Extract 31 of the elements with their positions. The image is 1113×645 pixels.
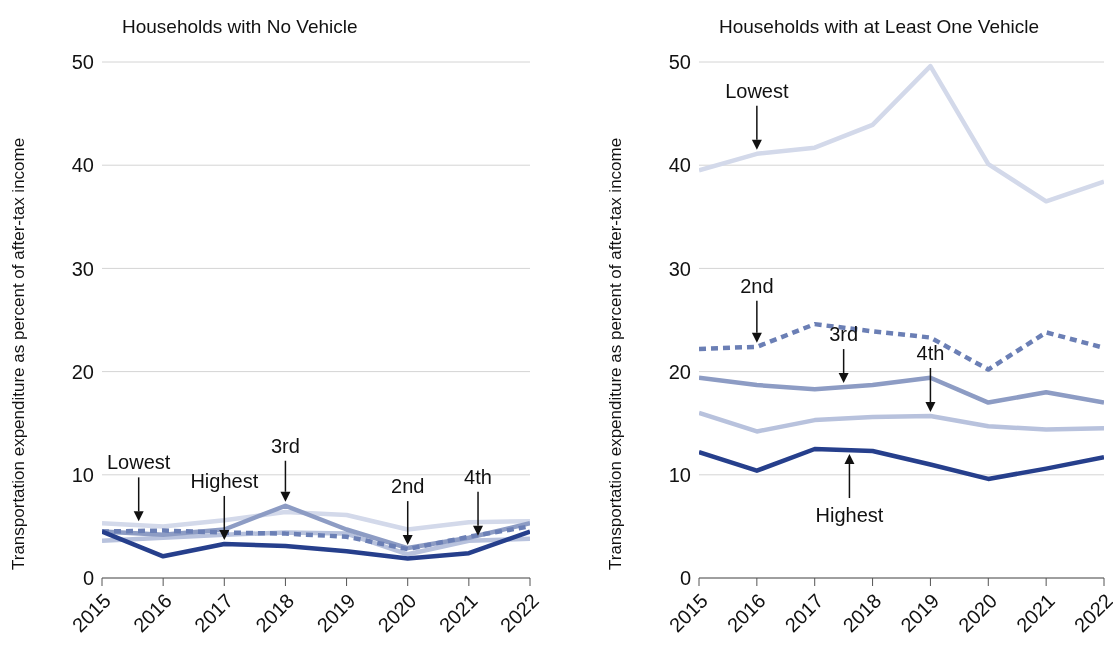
line-series: [699, 63, 1104, 204]
y-tick-label: 50: [668, 51, 691, 74]
y-tick-label: 20: [71, 360, 94, 383]
line-series: [699, 375, 1104, 405]
annotation: Highest: [815, 504, 884, 527]
annotation: Lowest: [107, 451, 171, 474]
y-axis-title: Transportation expenditure as percent of after-tax income: [9, 137, 29, 570]
annotation: Highest: [190, 469, 259, 492]
annotation: 2nd: [391, 475, 425, 498]
y-tick-label: 50: [71, 51, 94, 74]
chart-title: Households with No Vehicle: [122, 16, 358, 38]
line-series: [699, 446, 1104, 482]
annotation: 2nd: [740, 274, 774, 297]
annotation: 3rd: [829, 323, 859, 346]
annotation: 4th: [916, 341, 945, 364]
annotation: 4th: [464, 465, 492, 488]
y-tick-label: 30: [668, 257, 691, 280]
line-series: [102, 509, 530, 532]
y-tick-label: 40: [71, 154, 94, 177]
y-tick-label: 20: [668, 360, 691, 383]
y-tick-label: 30: [71, 257, 94, 280]
y-axis-title: Transportation expenditure as percent of after-tax income: [606, 137, 626, 570]
y-tick-label: 0: [679, 567, 691, 590]
y-tick-label: 0: [82, 567, 94, 590]
y-tick-label: 10: [71, 463, 94, 486]
y-tick-label: 40: [668, 154, 691, 177]
annotation: 3rd: [270, 434, 300, 457]
annotation: Lowest: [725, 79, 789, 102]
chart-title: Households with at Least One Vehicle: [719, 16, 1040, 38]
line-series: [699, 410, 1104, 434]
y-tick-label: 10: [668, 463, 691, 486]
